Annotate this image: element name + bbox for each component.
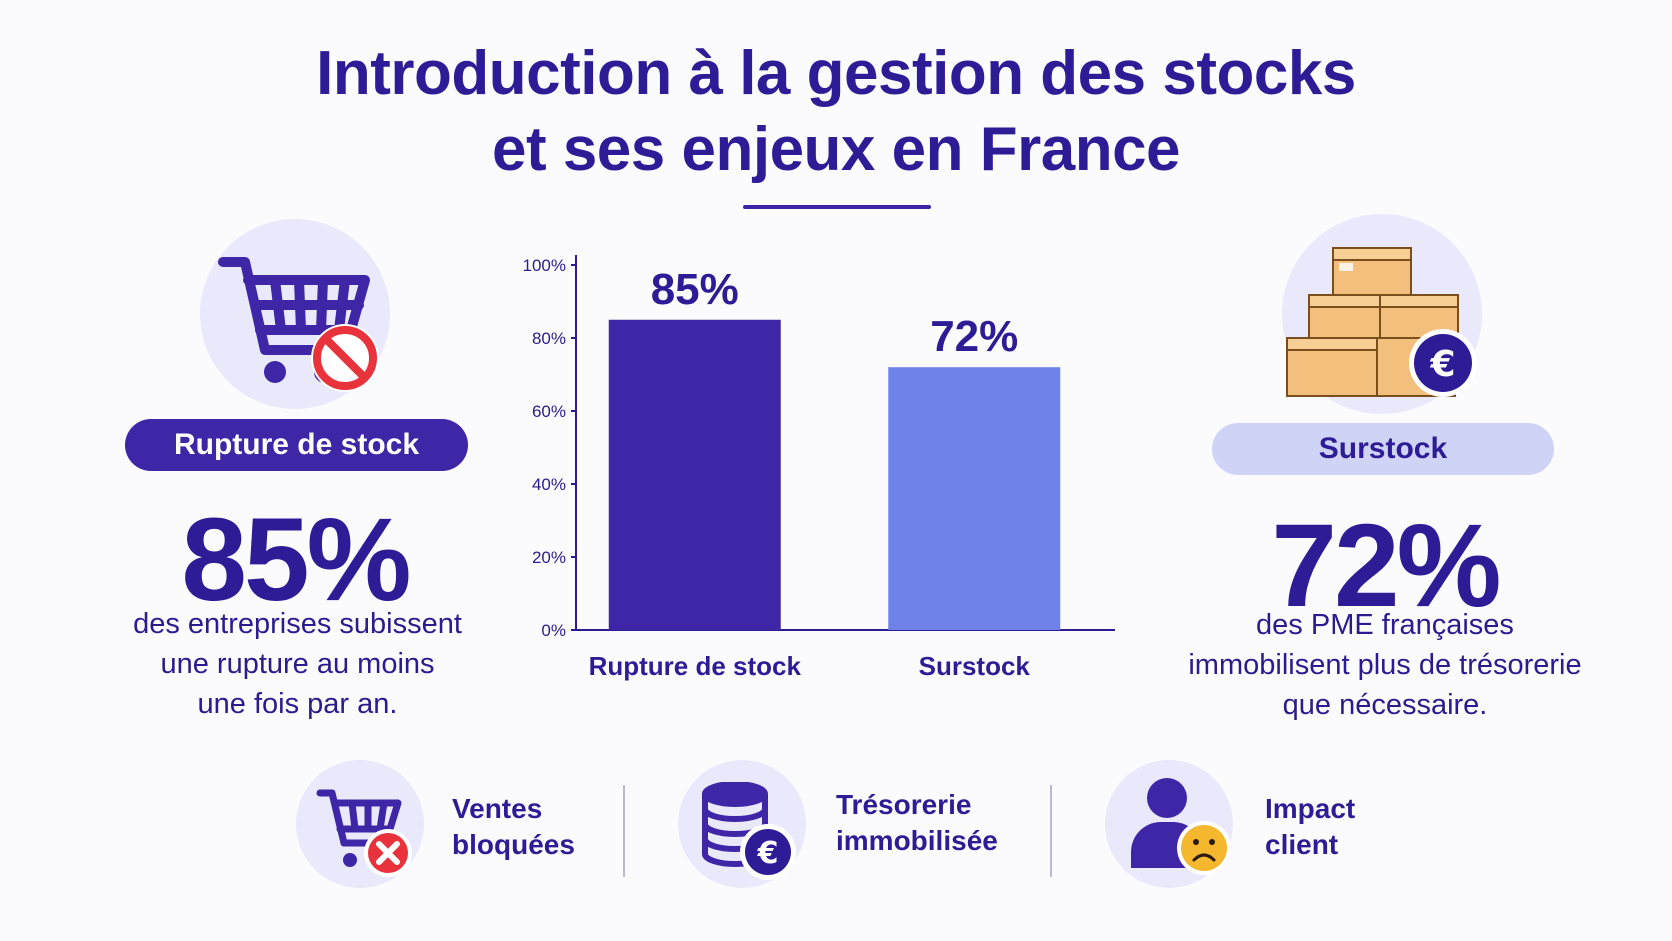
rupture-desc-line: une rupture au moins xyxy=(160,648,435,680)
shopping-cart-prohibited-icon xyxy=(218,257,379,392)
boxes-euro-icon: € xyxy=(1286,247,1477,397)
bottom-item-impact: Impact client xyxy=(1265,791,1355,863)
svg-text:€: € xyxy=(1429,344,1455,385)
cart-blocked-icon xyxy=(316,789,412,877)
bar xyxy=(888,367,1061,630)
category-label: Rupture de stock xyxy=(589,651,802,681)
divider xyxy=(1050,785,1052,877)
bottom-item-line: Trésorerie xyxy=(836,789,972,820)
title-line-2: et ses enjeux en France xyxy=(491,115,1181,184)
user-sad-icon xyxy=(1131,778,1231,875)
bottom-item-tresorerie: Trésorerie immobilisée xyxy=(836,787,998,859)
bottom-item-line: Impact xyxy=(1265,793,1356,824)
bottom-item-line: bloquées xyxy=(452,829,575,860)
surstock-pill: Surstock xyxy=(1212,423,1554,475)
bottom-item-line: immobilisée xyxy=(836,825,998,856)
surstock-description: des PME françaises immobilisent plus de … xyxy=(1150,605,1620,725)
bottom-item-line: client xyxy=(1265,829,1339,860)
y-tick-label: 20% xyxy=(532,548,566,567)
bottom-item-ventes: Ventes bloquées xyxy=(452,791,575,863)
y-tick-label: 40% xyxy=(532,475,566,494)
bar xyxy=(608,319,781,630)
surstock-stat: 72% xyxy=(1271,500,1501,632)
rupture-desc-line: une fois par an. xyxy=(197,688,398,720)
rupture-desc-line: des entreprises subissent xyxy=(133,608,462,640)
bar-value-label: 85% xyxy=(651,265,739,314)
rupture-pill: Rupture de stock xyxy=(125,419,468,471)
page-title: Introduction à la gestion des stocks et … xyxy=(0,36,1672,188)
surstock-desc-line: que nécessaire. xyxy=(1282,689,1488,721)
surstock-desc-line: immobilisent plus de trésorerie xyxy=(1188,649,1582,681)
rupture-stat: 85% xyxy=(181,494,411,626)
bottom-item-line: Ventes xyxy=(452,793,543,824)
y-tick-label: 100% xyxy=(523,256,566,275)
y-tick-label: 60% xyxy=(532,402,566,421)
title-line-1: Introduction à la gestion des stocks xyxy=(316,39,1356,108)
coins-euro-icon: € xyxy=(702,782,796,880)
title-underline xyxy=(743,205,931,209)
surstock-desc-line: des PME françaises xyxy=(1256,609,1514,641)
rupture-description: des entreprises subissent une rupture au… xyxy=(70,604,525,724)
y-tick-label: 0% xyxy=(541,621,566,640)
bar-value-label: 72% xyxy=(930,312,1018,361)
bar-chart: 0% 20% 40% 60% 80% 100% 85% 72% Rupture de sto… xyxy=(523,255,1115,681)
category-label: Surstock xyxy=(919,651,1031,681)
svg-text:€: € xyxy=(757,836,779,871)
divider xyxy=(623,785,625,877)
y-tick-label: 80% xyxy=(532,329,566,348)
